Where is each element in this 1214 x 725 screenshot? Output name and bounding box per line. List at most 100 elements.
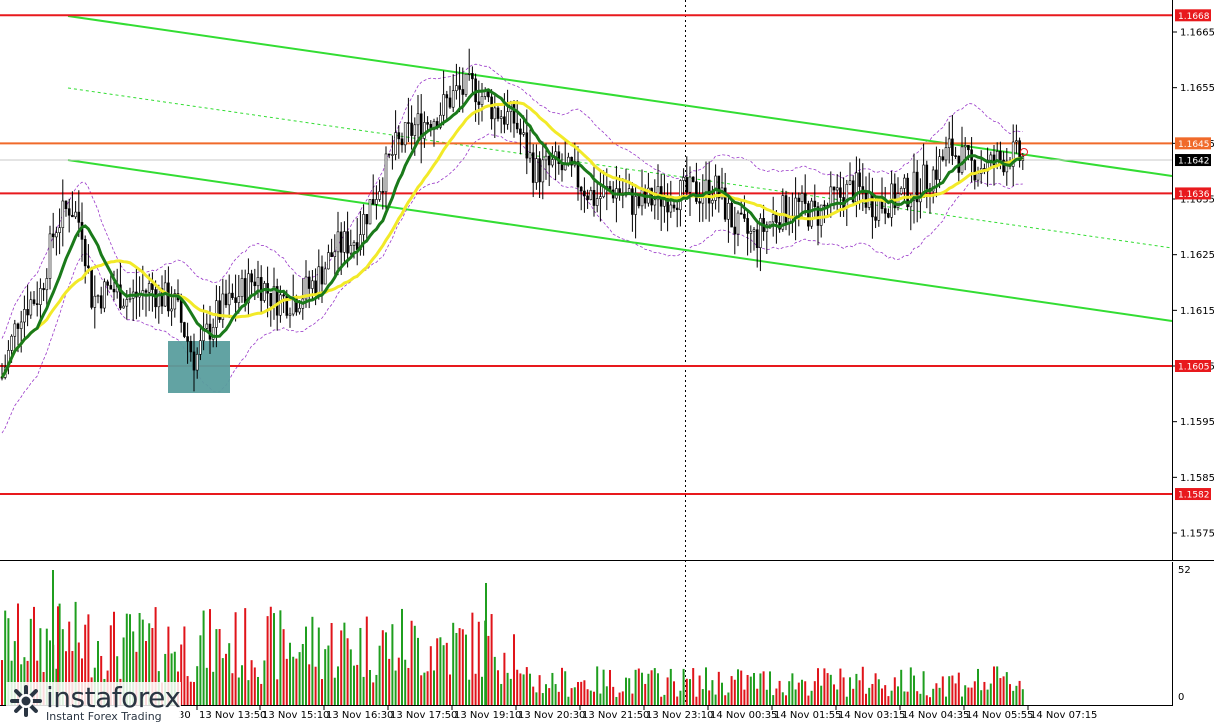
volume-bar-spike <box>401 608 403 705</box>
volume-bar <box>785 695 787 705</box>
volume-bar <box>173 651 176 705</box>
volume-bar <box>935 683 938 705</box>
volume-bar <box>493 656 496 705</box>
volume-bar <box>68 621 71 705</box>
volume-bar <box>7 618 10 705</box>
candle-body <box>989 154 993 161</box>
x-tick-label: 13 Nov 15:10 <box>262 710 329 721</box>
volume-bar <box>906 691 909 705</box>
candle-body <box>19 321 23 329</box>
x-tick-label-partial: 30 <box>178 710 191 721</box>
candle-body <box>279 294 282 316</box>
candle-body <box>637 196 641 207</box>
volume-bar <box>298 652 301 705</box>
volume-bar <box>1012 690 1015 705</box>
volume-bar <box>548 688 551 705</box>
candle-body <box>439 114 442 128</box>
candle-body <box>512 102 516 124</box>
candle-body <box>525 132 529 159</box>
candle-body <box>688 176 692 193</box>
volume-bar <box>772 695 775 705</box>
volume-bars <box>1 570 1024 705</box>
x-tick-label: 13 Nov 16:30 <box>326 710 393 721</box>
volume-bar <box>545 684 547 705</box>
candle-body <box>397 132 401 140</box>
candle-body <box>839 187 842 198</box>
x-tick-label: 14 Nov 01:55 <box>774 710 841 721</box>
volume-bar <box>17 603 19 705</box>
volume-bar <box>189 681 192 705</box>
volume-bar <box>938 687 941 705</box>
candle-body <box>954 155 957 157</box>
volume-bar <box>369 670 371 705</box>
candle-body <box>951 138 954 156</box>
volume-bar <box>180 644 183 705</box>
candle-body <box>173 293 177 310</box>
volume-bar <box>186 676 189 705</box>
candle-body <box>330 252 333 257</box>
volume-bar <box>724 695 727 705</box>
candle-body <box>39 288 42 306</box>
volume-bar <box>551 672 554 705</box>
volume-bar <box>253 667 256 705</box>
volume-bar <box>129 614 131 705</box>
candle-body <box>122 305 125 309</box>
candle-body <box>199 340 202 355</box>
candle-body <box>931 169 935 192</box>
volume-bar <box>145 641 147 705</box>
volume-bar <box>762 671 765 705</box>
candle-body <box>426 122 429 125</box>
candle-body <box>845 183 849 209</box>
volume-bar <box>116 656 119 705</box>
volume-bar <box>109 625 112 705</box>
candle-body <box>797 197 801 202</box>
volume-bar <box>125 613 128 705</box>
candle-body <box>349 245 353 254</box>
volume-bar <box>996 666 999 705</box>
candle-body <box>883 208 887 214</box>
candle-body <box>147 283 151 293</box>
volume-bar <box>321 679 323 705</box>
x-tick-label: 13 Nov 20:30 <box>518 710 585 721</box>
candle-body <box>218 300 221 320</box>
volume-bar <box>804 681 807 705</box>
level-tag-label: 1.1645 <box>1178 140 1210 150</box>
volume-bar <box>823 668 826 705</box>
candle-body <box>1015 140 1018 143</box>
candle-body <box>253 281 257 287</box>
volume-bar <box>378 645 381 705</box>
candle-body <box>656 186 660 201</box>
candle-body <box>234 297 237 303</box>
volume-bar <box>865 693 867 705</box>
candle-body <box>189 340 193 353</box>
candle-body <box>451 90 455 108</box>
volume-bar <box>858 680 861 705</box>
candle-body <box>61 200 65 228</box>
volume-bar <box>497 670 499 705</box>
candle-body <box>55 232 58 238</box>
candle-body <box>192 351 196 371</box>
candle-body <box>717 175 721 199</box>
volume-bar <box>433 670 435 705</box>
candle-body <box>736 212 740 235</box>
candle-body <box>944 147 948 161</box>
volume-bar <box>916 691 919 705</box>
volume-bar <box>727 692 730 705</box>
candle-body <box>759 218 762 248</box>
volume-bar <box>471 612 474 705</box>
volume-bar <box>301 643 304 705</box>
volume-bar <box>65 651 67 705</box>
entry-highlight-box <box>168 341 230 393</box>
candle-body <box>250 273 253 283</box>
candle-body <box>941 156 945 161</box>
volume-bar <box>308 664 311 705</box>
volume-bar <box>701 689 704 705</box>
volume-bar <box>644 683 647 705</box>
level-tag <box>1175 488 1211 501</box>
y-tick-label: 1.1575 <box>1180 529 1214 540</box>
volume-bar <box>183 626 186 705</box>
volume-bar <box>458 628 461 705</box>
volume-bar <box>23 657 26 705</box>
volume-bar <box>276 679 279 705</box>
volume-bar <box>234 612 237 705</box>
